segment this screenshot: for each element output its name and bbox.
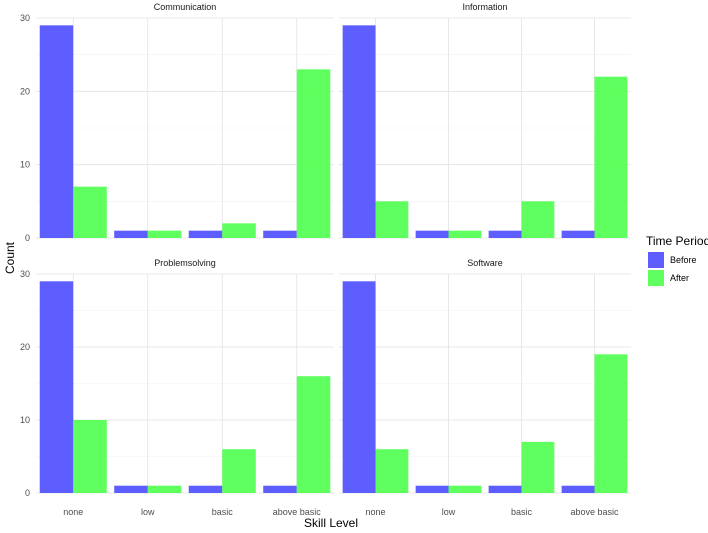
- bar-software-before-above-basic: [561, 485, 595, 493]
- bar-problemsolving-before-above-basic: [263, 485, 297, 493]
- bar-software-after-above-basic: [594, 354, 628, 493]
- bar-information-after-above-basic: [594, 76, 628, 239]
- y-tick-label: 30: [20, 13, 30, 23]
- panel-title-communication: Communication: [154, 2, 217, 12]
- legend-key-after: [648, 270, 664, 286]
- bar-problemsolving-after-low: [147, 485, 182, 493]
- x-tick-label-low: low: [442, 507, 456, 517]
- panel-title-problemsolving: Problemsolving: [154, 258, 216, 268]
- y-tick-label: 0: [25, 233, 30, 243]
- panel-title-information: Information: [462, 2, 507, 12]
- x-tick-label-none: none: [365, 507, 385, 517]
- bar-communication-after-low: [147, 230, 182, 238]
- bar-software-before-basic: [488, 485, 522, 493]
- x-tick-label-basic: basic: [511, 507, 533, 517]
- bar-information-after-none: [375, 201, 409, 238]
- bar-software-before-low: [415, 485, 449, 493]
- y-tick-label: 10: [20, 160, 30, 170]
- panel-information: Information: [339, 2, 631, 239]
- bar-problemsolving-after-above-basic: [296, 376, 331, 493]
- bar-communication-before-above-basic: [263, 230, 297, 238]
- bar-information-after-low: [448, 230, 482, 238]
- legend-key-before: [648, 252, 664, 268]
- y-tick-label: 20: [20, 342, 30, 352]
- bar-software-after-low: [448, 485, 482, 493]
- bar-communication-before-low: [114, 230, 148, 238]
- bar-problemsolving-after-basic: [222, 449, 256, 493]
- x-tick-label-none: none: [63, 507, 83, 517]
- facet-panels: Communication 0 10 20 30 Information Problemso…: [20, 2, 631, 517]
- y-axis-title: Count: [3, 241, 17, 274]
- bar-software-after-basic: [521, 441, 555, 493]
- panel-problemsolving: Problemsolving 0 10 20 30 none low basic above b…: [20, 258, 334, 517]
- bar-information-after-basic: [521, 201, 555, 238]
- bar-communication-after-basic: [222, 223, 256, 238]
- bar-information-before-above-basic: [561, 230, 595, 238]
- x-tick-label-basic: basic: [212, 507, 234, 517]
- bar-problemsolving-before-low: [114, 485, 148, 493]
- bar-problemsolving-after-none: [73, 420, 107, 493]
- y-tick-label: 0: [25, 488, 30, 498]
- y-tick-label: 30: [20, 269, 30, 279]
- x-tick-label-low: low: [141, 507, 155, 517]
- legend-label-before: Before: [670, 255, 697, 265]
- bar-information-before-none: [342, 25, 376, 239]
- legend: Time Period Before After: [646, 234, 708, 286]
- y-tick-label: 10: [20, 415, 30, 425]
- panel-communication: Communication 0 10 20 30: [20, 2, 334, 243]
- bar-information-before-low: [415, 230, 449, 238]
- bar-communication-after-none: [73, 186, 107, 238]
- y-tick-label: 20: [20, 86, 30, 96]
- bar-communication-before-basic: [188, 230, 223, 238]
- panel-title-software: Software: [467, 258, 503, 268]
- bar-problemsolving-before-basic: [188, 485, 223, 493]
- bar-communication-before-none: [39, 25, 74, 239]
- panel-software: Software none low basic above basic: [339, 258, 631, 517]
- bar-software-after-none: [375, 449, 409, 493]
- x-axis-title: Skill Level: [304, 516, 358, 530]
- bar-information-before-basic: [488, 230, 522, 238]
- bar-communication-after-above-basic: [296, 69, 331, 238]
- legend-items: Before After: [648, 252, 697, 286]
- legend-title: Time Period: [646, 234, 708, 248]
- x-tick-label-above-basic: above basic: [570, 507, 619, 517]
- x-tick-label-above-basic: above basic: [273, 507, 322, 517]
- legend-label-after: After: [670, 273, 689, 283]
- bar-problemsolving-before-none: [39, 281, 74, 493]
- bar-software-before-none: [342, 281, 376, 493]
